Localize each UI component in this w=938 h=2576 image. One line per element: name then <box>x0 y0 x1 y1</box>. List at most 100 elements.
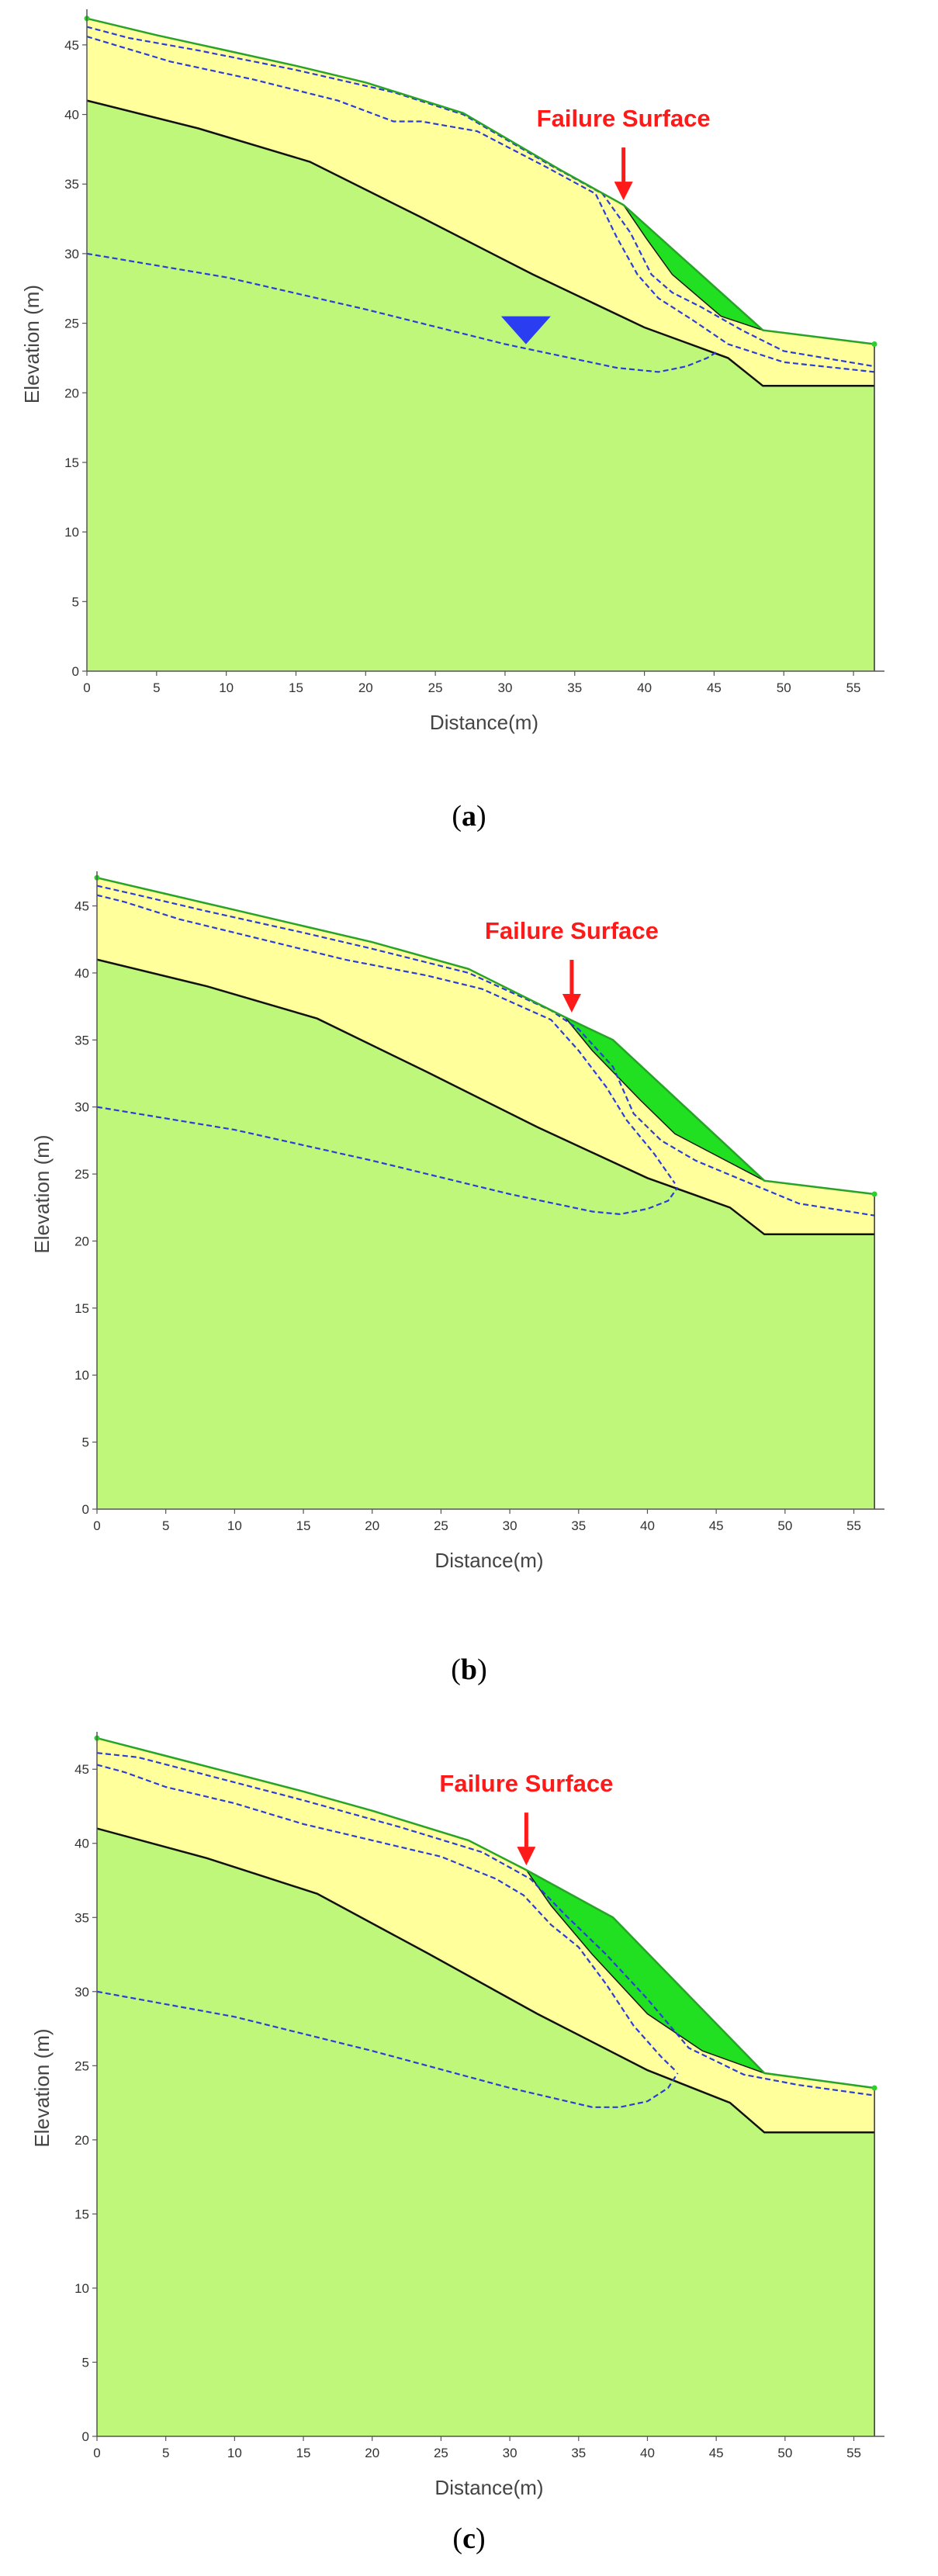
panel-a: 0 5 10 15 20 25 30 35 40 45 0 5 10 15 20 25 30 35 40 45 50 55… <box>0 0 938 833</box>
ground-surface-line <box>86 17 875 345</box>
right-end-point <box>871 2085 877 2091</box>
x-tick-label: 10 <box>227 2446 242 2460</box>
y-tick-label: 10 <box>74 2281 89 2296</box>
y-axis-title: Elevation (m) <box>20 285 43 403</box>
water-table-line <box>96 1990 679 2108</box>
dashed-contour-line-2 <box>96 1764 676 2071</box>
x-tick-label: 45 <box>707 680 722 695</box>
x-tick-label: 50 <box>777 1518 792 1533</box>
x-tick-label: 40 <box>640 2446 655 2460</box>
y-tick-label: 30 <box>74 1100 89 1115</box>
x-axis-title: Distance(m) <box>430 711 538 734</box>
y-tick-label: 35 <box>64 177 79 192</box>
x-tick-label: 40 <box>637 680 652 695</box>
x-tick-label: 40 <box>640 1518 655 1533</box>
panel-c: 0 5 10 15 20 25 30 35 40 45 0 5 10 15 20 25 30 35 40 45 50 55… <box>0 1699 938 2576</box>
y-tick-label: 45 <box>64 38 79 53</box>
y-tick-label: 40 <box>64 108 79 123</box>
x-tick-label: 10 <box>227 1518 242 1533</box>
caption-b: (b) <box>451 1653 487 1686</box>
dashed-contour-line-2 <box>96 894 676 1184</box>
x-tick-label: 5 <box>162 2446 169 2460</box>
x-tick-label: 25 <box>428 680 443 695</box>
x-tick-label: 55 <box>846 1518 861 1533</box>
x-tick-label: 0 <box>83 680 90 695</box>
y-axis-title: Elevation (m) <box>30 1134 54 1253</box>
x-tick-label: 50 <box>777 2446 792 2460</box>
dashed-contour-line-2 <box>86 36 875 373</box>
failure-arrow-head <box>614 182 633 201</box>
caption-c: (c) <box>452 2522 486 2555</box>
y-tick-label: 35 <box>74 1910 89 1925</box>
x-tick-label: 20 <box>365 1518 379 1533</box>
y-tick-label: 25 <box>64 317 79 331</box>
x-tick-label: 45 <box>709 2446 724 2460</box>
x-tick-label: 5 <box>162 1518 169 1533</box>
panel-b: 0 5 10 15 20 25 30 35 40 45 0 5 10 15 20 25 30 35 40 45 50 55… <box>0 850 938 1686</box>
x-tick-label: 15 <box>289 680 303 695</box>
y-tick-label: 0 <box>72 664 79 679</box>
y-tick-label: 45 <box>74 1762 89 1777</box>
right-end-point <box>871 341 877 347</box>
y-tick-label: 10 <box>64 525 79 540</box>
x-tick-label: 25 <box>434 2446 448 2460</box>
y-tick-label: 0 <box>82 1502 89 1517</box>
layer-boundary-line <box>96 958 875 1236</box>
x-axis-title: Distance(m) <box>434 2476 543 2499</box>
y-axis-title: Elevation (m) <box>30 2028 54 2147</box>
x-tick-label: 45 <box>709 1518 724 1533</box>
y-tick-label: 25 <box>74 1167 89 1182</box>
x-tick-label: 15 <box>296 2446 311 2460</box>
lower-soil-layer <box>87 18 874 672</box>
x-tick-label: 35 <box>571 1518 586 1533</box>
caption-a: (a) <box>452 800 486 833</box>
y-tick-label: 20 <box>74 2133 89 2148</box>
failure-surface-label: Failure Surface <box>537 105 711 132</box>
lower-soil-layer <box>97 1738 875 2436</box>
lower-soil-layer <box>97 878 875 1509</box>
water-level-marker <box>500 316 551 345</box>
x-tick-label: 20 <box>365 2446 379 2460</box>
upper-soil-layer <box>87 18 874 386</box>
ground-surface-line <box>96 1736 875 2090</box>
y-tick-label: 20 <box>64 386 79 400</box>
y-tick-label: 20 <box>74 1234 89 1248</box>
chart-b: 0 5 10 15 20 25 30 35 40 45 0 5 10 15 20 25 30 35 40 45 50 55… <box>30 871 884 1572</box>
y-tick-label: 5 <box>82 2355 89 2370</box>
failure-arrow-head <box>517 1847 536 1866</box>
x-tick-label: 55 <box>846 2446 861 2460</box>
y-tick-label: 0 <box>82 2429 89 2444</box>
x-tick-label: 0 <box>93 2446 100 2460</box>
chart-a: 0 5 10 15 20 25 30 35 40 45 0 5 10 15 20 25 30 35 40 45 50 55… <box>20 9 884 734</box>
x-axis-title: Distance(m) <box>434 1549 543 1572</box>
failure-arrow-head <box>562 993 581 1013</box>
y-tick-label: 30 <box>74 1985 89 2000</box>
y-tick-label: 30 <box>64 247 79 261</box>
water-table-line <box>86 252 719 373</box>
y-tick-label: 15 <box>74 1301 89 1316</box>
x-tick-label: 30 <box>503 2446 517 2460</box>
dashed-contour-line-1 <box>96 1752 875 2096</box>
x-tick-label: 50 <box>777 680 791 695</box>
y-tick-label: 25 <box>74 2058 89 2073</box>
x-tick-label: 0 <box>93 1518 100 1533</box>
ground-surface-line <box>96 877 875 1196</box>
water-table-line <box>96 1106 679 1216</box>
layer-boundary-line <box>96 1827 875 2134</box>
x-tick-label: 30 <box>503 1518 517 1533</box>
failure-surface-label: Failure Surface <box>485 917 659 944</box>
right-end-point <box>871 1191 877 1197</box>
x-tick-label: 35 <box>567 680 582 695</box>
dashed-contour-line-1 <box>96 885 875 1217</box>
y-tick-label: 35 <box>74 1033 89 1047</box>
x-tick-label: 15 <box>296 1518 311 1533</box>
x-tick-label: 25 <box>434 1518 448 1533</box>
y-tick-label: 15 <box>64 455 79 470</box>
y-tick-label: 5 <box>82 1435 89 1450</box>
x-tick-label: 30 <box>497 680 512 695</box>
y-tick-label: 40 <box>74 966 89 981</box>
y-tick-label: 40 <box>74 1837 89 1851</box>
x-tick-label: 55 <box>846 680 861 695</box>
y-tick-label: 10 <box>74 1368 89 1383</box>
x-tick-label: 20 <box>358 680 373 695</box>
